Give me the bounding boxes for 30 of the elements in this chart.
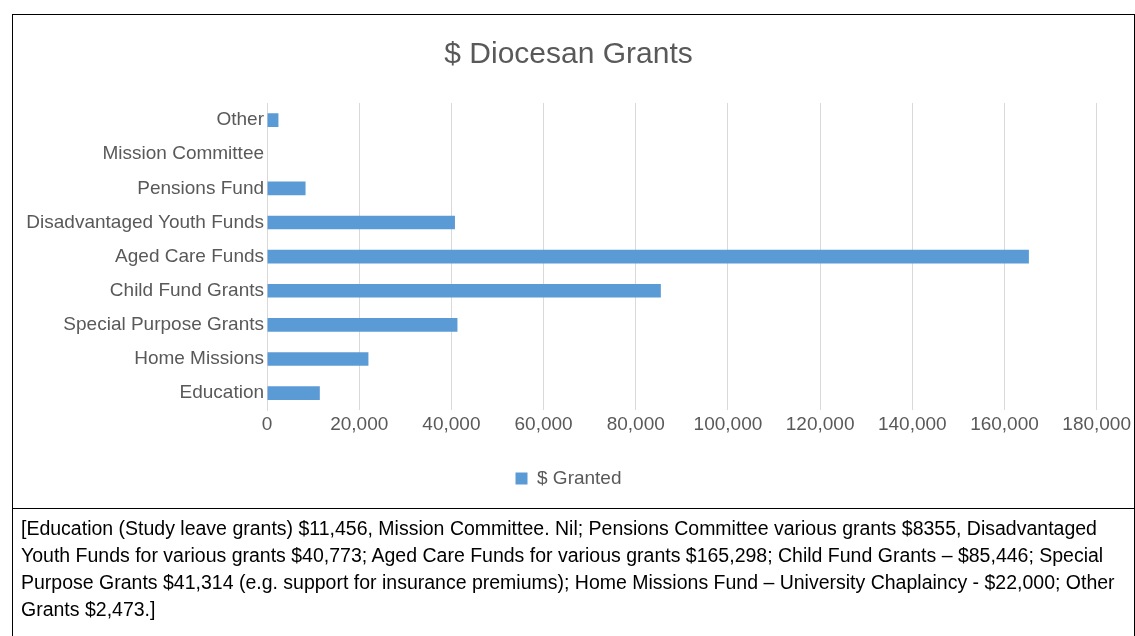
y-tick-label: Special Purpose Grants [63,313,265,335]
y-tick-label: Disadvantaged Youth Funds [26,210,265,232]
bar [267,283,661,298]
chart-title: $ Diocesan Grants [444,36,693,70]
x-tick-label: 0 [261,412,273,434]
bar [267,181,306,196]
bar [267,113,279,127]
x-tick-label: 60,000 [514,412,573,434]
bar [267,386,320,400]
y-tick-label: Other [216,108,265,130]
y-tick-label: Child Fund Grants [109,278,265,300]
y-tick-label: Mission Committee [102,142,265,164]
y-tick-label: Home Missions [134,347,265,369]
y-tick-label: Aged Care Funds [115,244,265,266]
x-tick-label: 100,000 [693,412,763,434]
bar [267,249,1029,264]
x-tick-label: 120,000 [785,412,855,434]
x-tick-label: 40,000 [422,412,481,434]
x-tick-label: 180,000 [1062,412,1131,434]
x-tick-label: 80,000 [606,412,665,434]
x-tick-label: 160,000 [970,412,1039,434]
text: [Education (Study leave grants) $11,456, Mission Committee. Nil; Pensions Committee various grants $8355, Disadvantaged Youth Funds for various grants $40,773; Aged Care Funds for various grants $165,298; Child Fund Grants – $85,446; Special Purpose Grants $41,314 (e.g. support for insurance premiums); Home Missions Fund – University Chaplaincy - $22,000; Other Grants $2,473.] [21,516,1116,622]
y-tick-label: Education [179,381,265,403]
bar [267,352,369,366]
bar [267,318,458,332]
legend-label: $ Granted [537,466,622,488]
x-tick-label: 140,000 [877,412,947,434]
y-tick-label: Pensions Fund [137,176,265,198]
bar [267,215,455,230]
x-tick-label: 20,000 [330,412,389,434]
